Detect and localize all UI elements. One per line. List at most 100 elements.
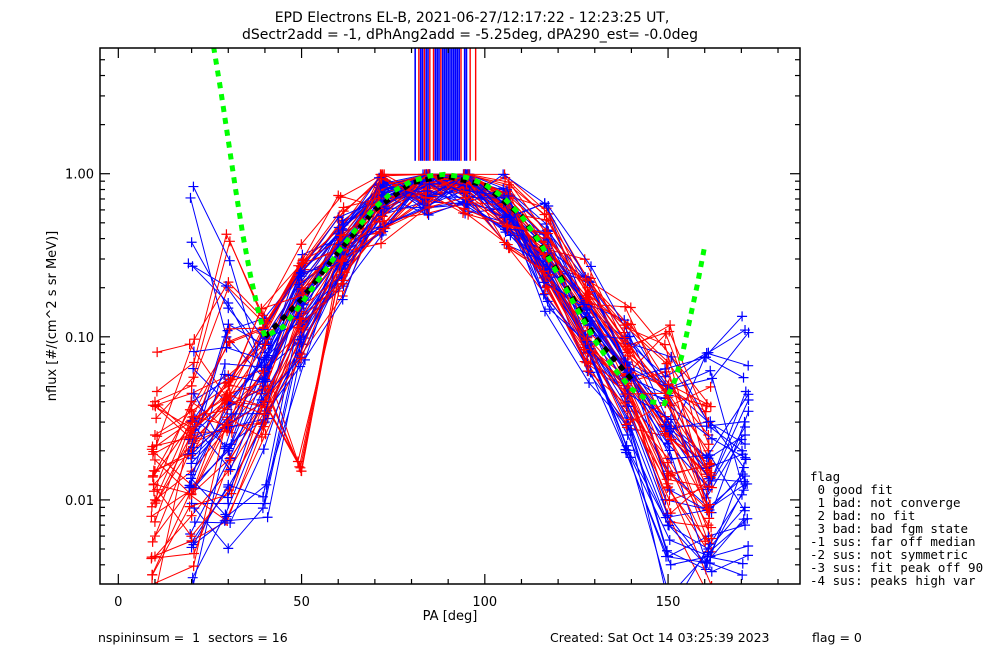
data-point-marker: [226, 427, 237, 438]
data-point-marker: [704, 558, 715, 569]
data-point-marker: [151, 440, 162, 451]
data-point-marker: [147, 441, 158, 452]
data-point-marker: [739, 505, 750, 516]
data-point-marker: [219, 515, 230, 526]
data-point-marker: [619, 320, 630, 331]
data-point-marker: [666, 423, 677, 434]
legend-item: -2 sus: not symmetric: [810, 547, 969, 562]
data-point-marker: [422, 191, 433, 202]
data-point-marker: [260, 339, 271, 350]
data-point-marker: [185, 192, 196, 203]
data-point-marker: [147, 569, 158, 580]
data-point-marker: [700, 536, 711, 547]
data-point-marker: [333, 190, 344, 201]
data-point-marker: [706, 566, 717, 577]
data-point-marker: [223, 319, 234, 330]
data-point-marker: [578, 344, 589, 355]
y-tick-label: 1.00: [65, 168, 94, 183]
data-point-marker: [740, 452, 751, 463]
data-point-marker: [743, 389, 754, 400]
data-point-marker: [740, 386, 751, 397]
data-point-marker: [187, 572, 198, 583]
data-point-marker: [222, 492, 233, 503]
data-point-marker: [146, 553, 157, 564]
data-point-marker: [664, 495, 675, 506]
data-point-marker: [189, 357, 200, 368]
data-point-marker: [222, 420, 233, 431]
data-point-marker: [189, 517, 200, 528]
data-point-marker: [664, 535, 675, 546]
data-point-marker: [666, 351, 677, 362]
data-point-marker: [661, 551, 672, 562]
data-point-marker: [666, 434, 677, 445]
data-layer: [146, 48, 754, 584]
plot-frame: [99, 47, 801, 585]
data-point-marker: [150, 498, 161, 509]
data-point-marker: [219, 358, 230, 369]
data-point-marker: [184, 339, 195, 350]
data-point-marker: [624, 331, 635, 342]
data-point-marker: [498, 169, 509, 180]
data-point-marker: [149, 516, 160, 527]
data-point-marker: [376, 210, 387, 221]
data-point-marker: [223, 466, 234, 477]
data-point-marker: [621, 419, 632, 430]
data-point-marker: [701, 500, 712, 511]
data-point-marker: [505, 212, 516, 223]
data-point-marker: [701, 469, 712, 480]
series-variant: [148, 169, 717, 557]
data-point-marker: [705, 416, 716, 427]
data-point-marker: [223, 543, 234, 554]
data-point-marker: [540, 227, 551, 238]
data-point-marker: [664, 326, 675, 337]
data-point-marker: [337, 294, 348, 305]
data-point-marker: [224, 323, 235, 334]
series-variant: [155, 192, 716, 584]
data-point-marker: [335, 192, 346, 203]
data-point-marker: [221, 511, 232, 522]
data-point-marker: [259, 362, 270, 373]
data-point-marker: [186, 510, 197, 521]
data-point-marker: [258, 366, 269, 377]
x-tick-label: 100: [472, 595, 497, 610]
data-point-marker: [261, 479, 272, 490]
y-axis-label: nflux [#/(cm^2 s sr MeV)]: [45, 231, 60, 401]
data-point-marker: [188, 388, 199, 399]
data-point-marker: [664, 520, 675, 531]
data-point-marker: [224, 455, 235, 466]
data-point-marker: [152, 347, 163, 358]
legend-item: 0 good fit: [810, 482, 893, 497]
data-point-marker: [706, 533, 717, 544]
data-point-marker: [296, 239, 307, 250]
data-point-marker: [186, 237, 197, 248]
legend-item: 3 bad: bad fgm state: [810, 521, 969, 536]
data-point-marker: [151, 413, 162, 424]
data-point-marker: [221, 342, 232, 353]
legend-item: 1 bad: not converge: [810, 495, 961, 510]
data-point-marker: [257, 503, 268, 514]
data-point-marker: [743, 406, 754, 417]
data-point-marker: [189, 548, 200, 559]
data-point-marker: [151, 386, 162, 397]
data-point-marker: [623, 350, 634, 361]
data-point-marker: [420, 192, 431, 203]
data-point-marker: [338, 219, 349, 230]
data-point-marker: [221, 229, 232, 240]
data-point-marker: [225, 517, 236, 528]
data-point-marker: [705, 365, 716, 376]
data-point-marker: [704, 513, 715, 524]
data-point-marker: [221, 281, 232, 292]
data-point-marker: [258, 444, 269, 455]
data-point-marker: [579, 254, 590, 265]
data-point-marker: [224, 337, 235, 348]
data-point-marker: [189, 334, 200, 345]
data-point-marker: [185, 450, 196, 461]
data-point-marker: [188, 411, 199, 422]
data-point-marker: [585, 261, 596, 272]
data-point-marker: [153, 399, 164, 410]
legend-item: -1 sus: far off median: [810, 534, 976, 549]
data-point-marker: [663, 478, 674, 489]
x-tick-label: 50: [293, 595, 310, 610]
data-point-marker: [737, 570, 748, 581]
data-point-marker: [226, 409, 237, 420]
